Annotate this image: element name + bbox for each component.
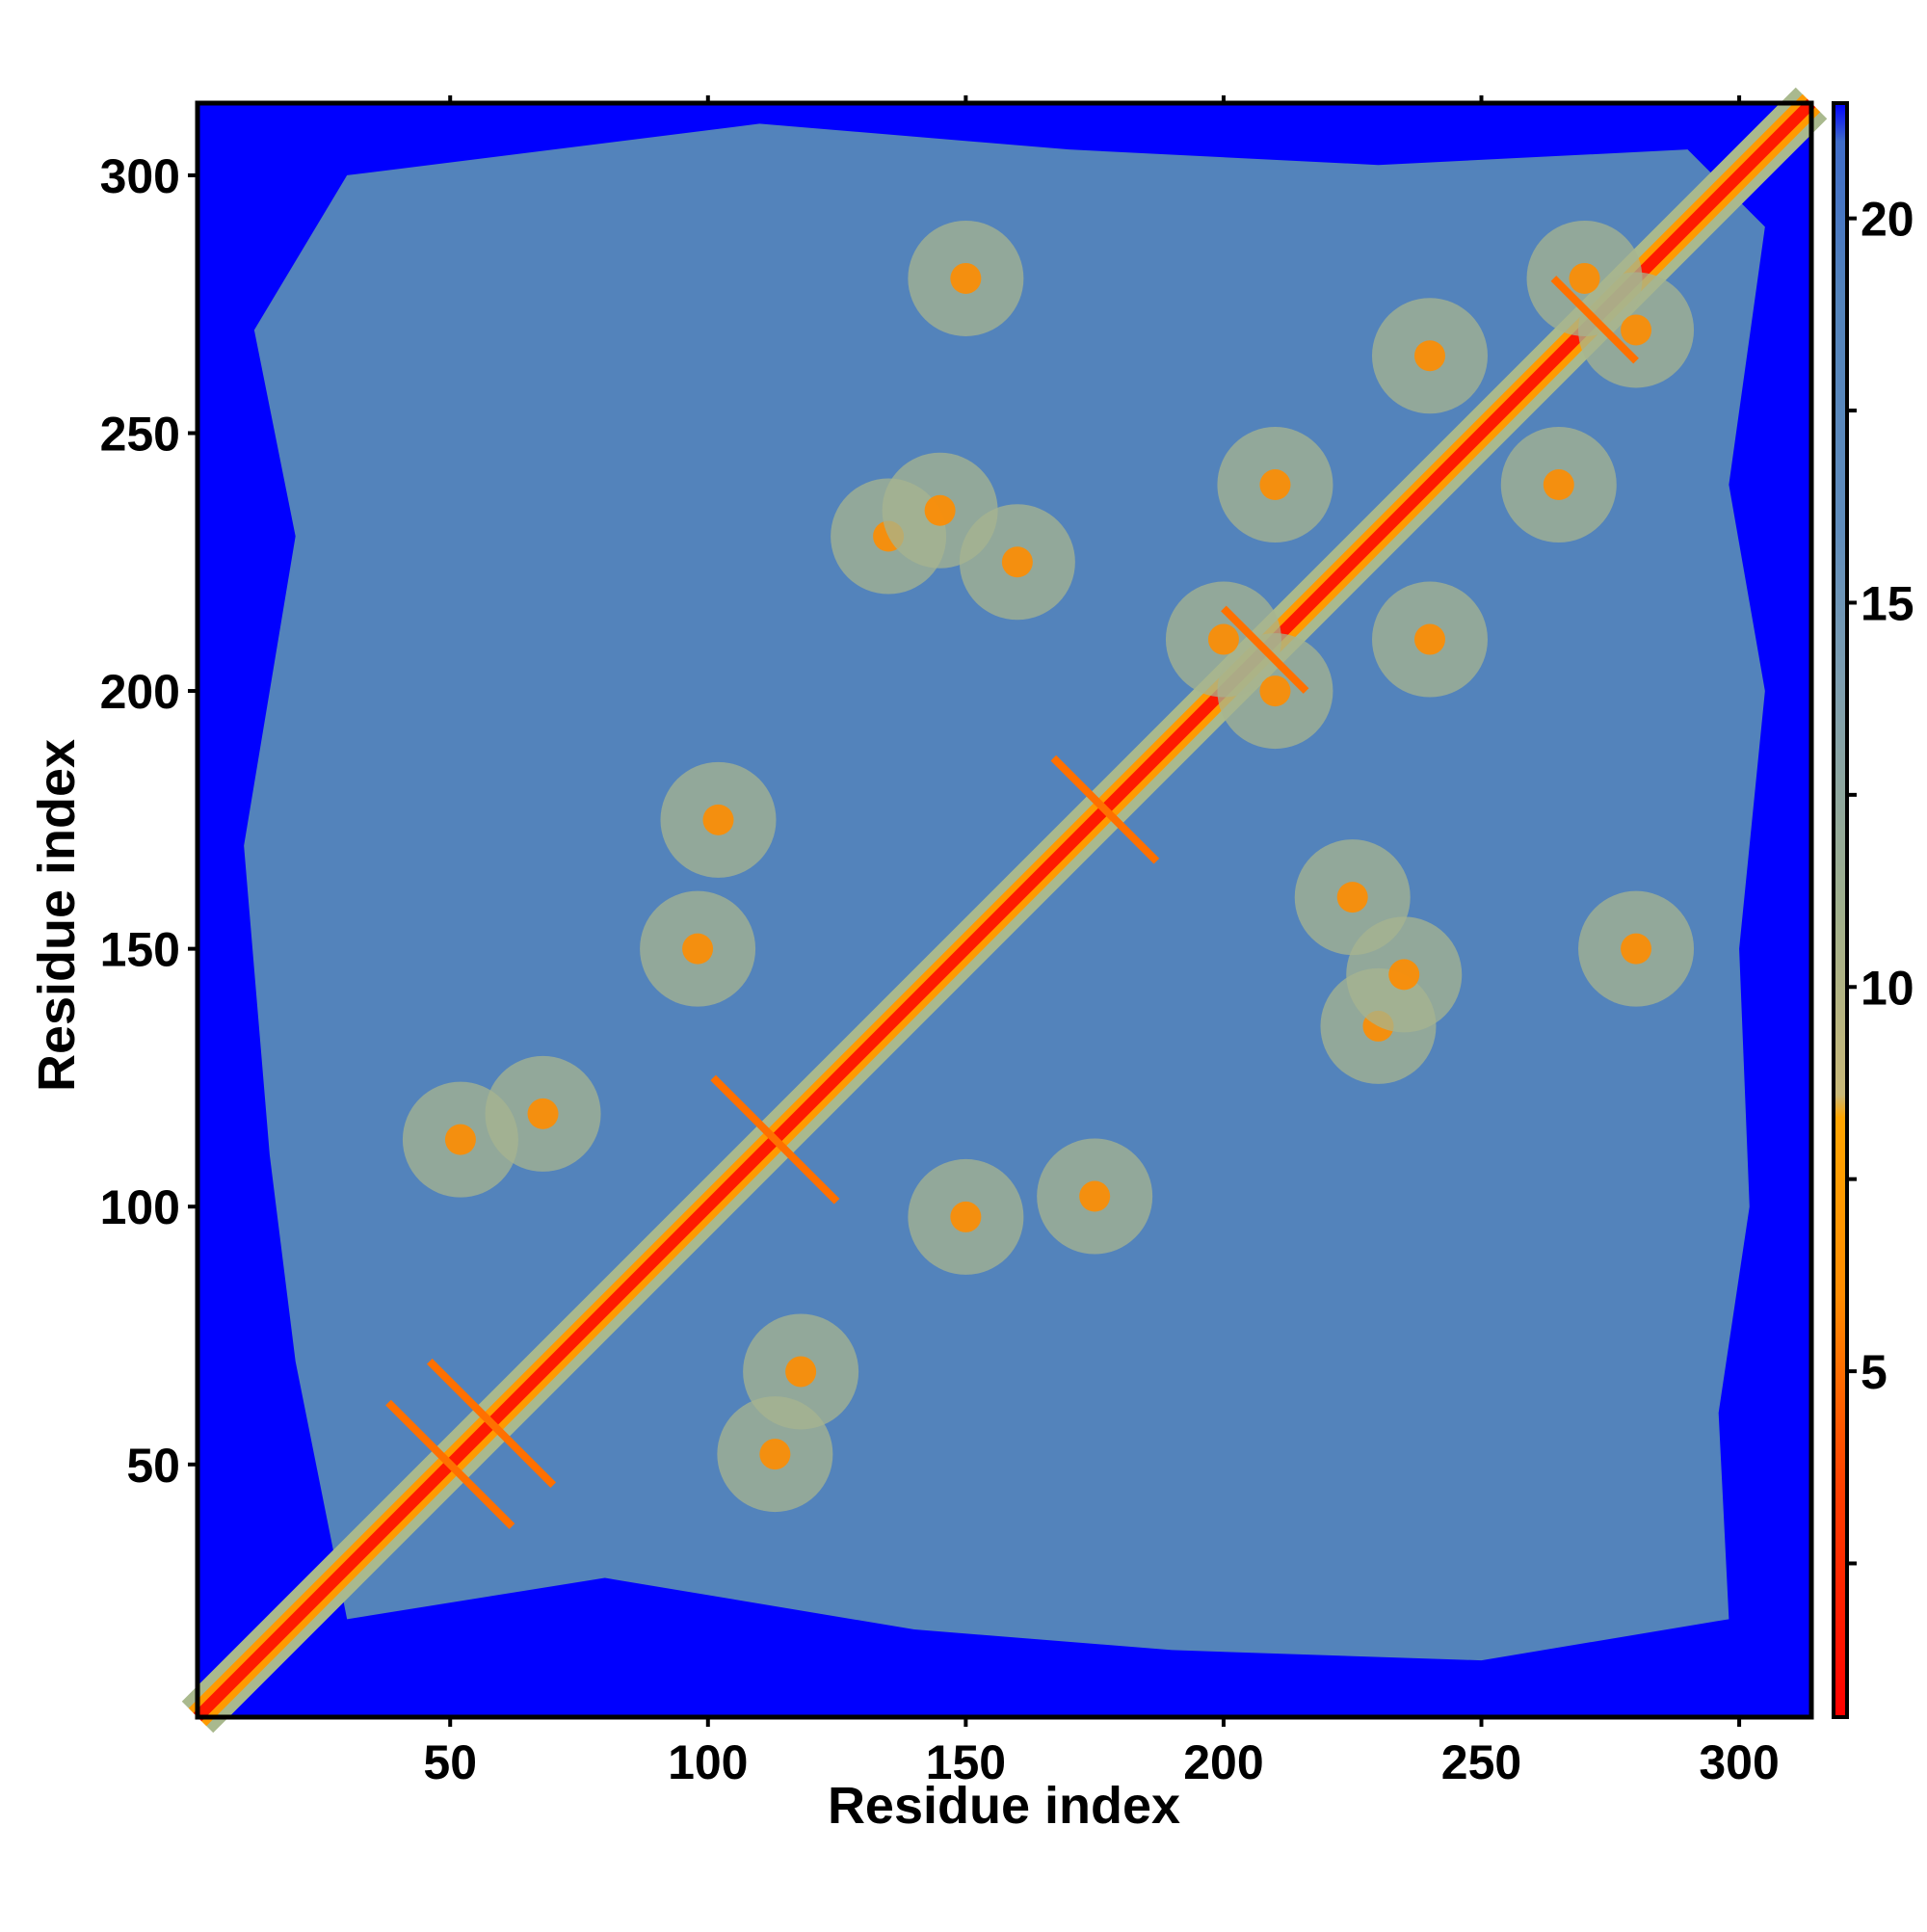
x-tick-label: 200 bbox=[1183, 1735, 1263, 1789]
contact-region-core bbox=[702, 804, 734, 835]
contact-region-core bbox=[1259, 469, 1291, 501]
y-tick-label: 50 bbox=[126, 1439, 180, 1493]
contact-region-core bbox=[950, 1201, 982, 1232]
contact-region-core bbox=[527, 1098, 559, 1129]
contact-region-core bbox=[682, 933, 714, 965]
colorbar-ticks: 5 10 15 20 bbox=[1847, 193, 1914, 1566]
plot-frame bbox=[195, 100, 1814, 1720]
y-tick-label: 250 bbox=[100, 407, 180, 461]
y-axis-ticks: 50 100 150 200 250 300 bbox=[100, 149, 198, 1493]
heatmap-layer bbox=[181, 87, 1828, 1734]
contact-region-core bbox=[759, 1439, 791, 1470]
contact-region-core bbox=[1388, 959, 1420, 991]
contact-region-core bbox=[1079, 1180, 1111, 1212]
cross-contact bbox=[1550, 276, 1639, 364]
colorbar-tick-label: 15 bbox=[1861, 576, 1914, 630]
contact-region-core bbox=[785, 1356, 817, 1388]
colorbar-tick-label: 5 bbox=[1861, 1345, 1887, 1399]
y-axis-label: Residue index bbox=[28, 739, 86, 1092]
contact-region-core bbox=[444, 1124, 476, 1155]
cross-contact bbox=[1221, 605, 1309, 694]
contact-region-core bbox=[1621, 933, 1652, 965]
cross-contact bbox=[710, 1074, 840, 1204]
contact-region-core bbox=[1413, 340, 1445, 372]
x-tick-label: 300 bbox=[1699, 1735, 1779, 1789]
x-tick-label: 250 bbox=[1441, 1735, 1521, 1789]
contact-region-core bbox=[1001, 546, 1033, 578]
x-tick-label: 50 bbox=[423, 1735, 477, 1789]
y-tick-label: 150 bbox=[100, 923, 180, 977]
colorbar-gradient bbox=[1832, 101, 1849, 1719]
contact-region-core bbox=[1621, 314, 1652, 346]
cross-contact bbox=[426, 1358, 557, 1489]
x-axis-ticks: 50 100 150 200 250 300 bbox=[423, 95, 1780, 1789]
contact-region-core bbox=[1259, 675, 1291, 707]
cross-contact bbox=[385, 1399, 515, 1529]
contact-region-core bbox=[1569, 262, 1600, 294]
y-tick-label: 100 bbox=[100, 1180, 180, 1234]
colorbar-tick-label: 20 bbox=[1861, 193, 1914, 247]
y-tick-label: 300 bbox=[100, 149, 180, 203]
x-tick-label: 100 bbox=[668, 1735, 748, 1789]
contact-region-core bbox=[1413, 623, 1445, 655]
contact-region-core bbox=[950, 262, 982, 294]
colorbar: 5 10 15 20 bbox=[1832, 101, 1914, 1719]
x-tick-label: 150 bbox=[926, 1735, 1006, 1789]
y-tick-label: 200 bbox=[100, 665, 180, 719]
contact-region-core bbox=[1543, 469, 1574, 501]
colorbar-tick-label: 10 bbox=[1861, 961, 1914, 1015]
contact-region-core bbox=[924, 494, 956, 526]
contact-region-core bbox=[1207, 623, 1239, 655]
cross-contact bbox=[1050, 754, 1160, 864]
contact-region-core bbox=[1336, 882, 1368, 913]
diagonal-band-2 bbox=[193, 98, 1816, 1722]
x-axis-label: Residue index bbox=[828, 1777, 1180, 1835]
